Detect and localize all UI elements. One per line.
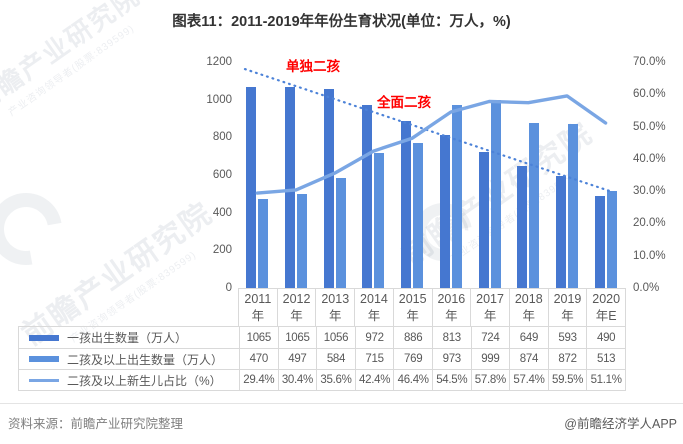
value-cell-2011: 29.4% (239, 370, 278, 390)
left-axis-tick: 200 (212, 244, 232, 257)
source-note: 资料来源：前瞻产业研究院整理 (8, 417, 184, 431)
legend-cell: 二孩及以上出生数量（万人） (19, 349, 239, 369)
year-cell-2017: 2017 年 (470, 289, 509, 326)
value-cell-2019: 872 (547, 349, 587, 369)
right-axis-tick: 50.0% (633, 120, 666, 133)
year-cell-2012: 2012 年 (276, 289, 316, 326)
left-axis-tick: 1000 (206, 93, 232, 106)
bar-first-child-2017 (478, 151, 489, 288)
year-cell-2016: 2016 年 (431, 289, 471, 326)
left-axis-tick: 1200 (206, 56, 232, 68)
bar-second-child-2019 (567, 123, 578, 288)
bar-second-child-2014 (374, 153, 385, 288)
legend-line-marker (29, 378, 59, 382)
value-cell-2015: 886 (393, 327, 432, 348)
value-cell-2018: 57.4% (509, 370, 548, 390)
value-cell-2020: 51.1% (586, 370, 625, 390)
legend-label: 二孩及以上新生儿占比（%） (67, 373, 222, 388)
year-cell-2015: 2015 年 (392, 289, 432, 326)
legend-label: 二孩及以上出生数量（万人） (67, 352, 224, 367)
right-axis-tick: 70.0% (633, 56, 666, 68)
value-cell-2014: 972 (354, 327, 394, 348)
value-cell-2017: 57.8% (470, 370, 510, 390)
annotation-dandu-erhai: 单独二孩 (286, 59, 340, 74)
value-cell-2016: 973 (431, 349, 471, 369)
chart-title: 图表11：2011-2019年年份生育状况(单位：万人，%) (172, 14, 511, 30)
value-cell-2012: 1065 (277, 327, 317, 348)
bar-second-child-2018 (529, 123, 540, 288)
bar-second-child-2011 (258, 199, 269, 288)
value-cell-2017: 724 (470, 327, 510, 348)
watermark-logo-arc (0, 178, 77, 280)
value-cell-2019: 593 (547, 327, 587, 348)
bar-second-child-2015 (413, 143, 424, 288)
value-cell-2012: 30.4% (277, 370, 317, 390)
right-axis-tick: 0.0% (633, 282, 660, 294)
value-cell-2013: 584 (316, 349, 355, 369)
legend-cell: 一孩出生数量（万人） (19, 327, 239, 348)
bar-second-child-2012 (297, 194, 308, 288)
value-cell-2014: 42.4% (354, 370, 394, 390)
table-row-3: 二孩及以上新生儿占比（%） 29.4% 30.4% 35.6% 42.4% 46.4% 54… (19, 369, 625, 390)
left-axis-tick: 400 (212, 206, 232, 219)
bar-first-child-2013 (323, 89, 334, 288)
value-cell-2020: 513 (586, 349, 625, 369)
year-cell-2014: 2014 年 (354, 289, 393, 326)
pct-line (255, 94, 608, 195)
value-cell-2018: 649 (509, 327, 548, 348)
bar-first-child-2015 (401, 121, 412, 288)
right-axis-tick: 60.0% (633, 88, 666, 101)
value-cell-2014: 715 (354, 349, 394, 369)
right-axis-tick: 30.0% (633, 185, 666, 198)
right-axis-tick: 10.0% (633, 249, 666, 262)
legend-bar-marker (29, 356, 59, 362)
value-cell-2016: 54.5% (431, 370, 471, 390)
bar-first-child-2018 (517, 165, 528, 288)
bar-second-child-2020 (606, 191, 617, 288)
value-cell-2020: 490 (586, 327, 625, 348)
bar-second-child-2013 (335, 178, 346, 288)
legend-label: 一孩出生数量（万人） (67, 331, 188, 345)
value-cell-2016: 813 (431, 327, 471, 348)
value-cell-2015: 769 (393, 349, 432, 369)
value-cell-2017: 999 (470, 349, 510, 369)
bar-second-child-2016 (451, 104, 462, 288)
value-cell-2013: 1056 (316, 327, 355, 348)
value-cell-2013: 35.6% (316, 370, 355, 390)
year-cell-2011: 2011 年 (244, 292, 272, 323)
year-header-row: 2011 年 2012 年 2013 年 2014 年 2015 年 2016 年 2017 年 2018 年… (238, 288, 626, 326)
left-axis-tick: 600 (212, 169, 232, 181)
bar-first-child-2014 (362, 104, 373, 288)
bar-second-child-2017 (490, 99, 501, 288)
bar-first-child-2016 (439, 134, 450, 288)
year-cell-2018: 2018 年 (508, 289, 548, 326)
credit-note: @前瞻经济学人APP (564, 417, 677, 431)
data-table: 一孩出生数量（万人） 1065 1065 1056 972 886 813 724 649 593… (18, 326, 626, 391)
bar-first-child-2019 (555, 176, 566, 288)
right-axis-tick: 20.0% (633, 217, 666, 230)
table-row-1: 一孩出生数量（万人） 1065 1065 1056 972 886 813 724 649 593… (19, 327, 625, 348)
table-row-2: 二孩及以上出生数量（万人） 470 497 584 715 769 973 999 874 872… (19, 348, 625, 369)
value-cell-2011: 470 (239, 349, 278, 369)
legend-cell: 二孩及以上新生儿占比（%） (19, 370, 239, 390)
value-cell-2019: 59.5% (547, 370, 587, 390)
value-cell-2012: 497 (277, 349, 317, 369)
year-cell-2019: 2019 年 (547, 289, 587, 326)
footer-divider (0, 403, 683, 404)
left-axis-tick: 0 (225, 282, 232, 294)
value-cell-2018: 874 (509, 349, 548, 369)
value-cell-2011: 1065 (239, 327, 278, 348)
year-cell-2020: 2020 年E (586, 289, 625, 326)
legend-bar-marker (29, 334, 59, 341)
value-cell-2015: 46.4% (393, 370, 432, 390)
trendline-dotted (243, 67, 615, 194)
bar-first-child-2020 (594, 195, 605, 288)
bar-first-child-2011 (246, 87, 257, 288)
annotation-quanmian-erhai: 全面二孩 (377, 95, 431, 110)
year-cell-2013: 2013 年 (315, 289, 354, 326)
left-axis-tick: 800 (212, 131, 232, 144)
right-axis-tick: 40.0% (633, 152, 666, 165)
bar-first-child-2012 (285, 87, 296, 288)
